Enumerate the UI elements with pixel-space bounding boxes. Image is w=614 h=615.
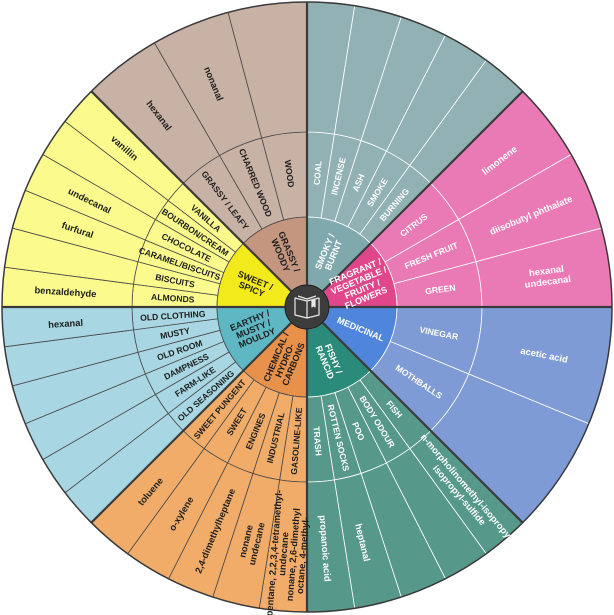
subcategory-label: ALMONDS — [151, 292, 195, 305]
category-divider — [90, 321, 293, 524]
center-hub — [284, 284, 330, 330]
subcategory-label: TRASH — [311, 426, 323, 456]
category-label: FRAGRANT /VEGETABLE /FRUITY /FLOWERS — [326, 256, 396, 314]
subcategory-label: WOOD — [283, 159, 297, 188]
category-divider — [321, 90, 524, 293]
open-book-icon — [294, 295, 320, 319]
subcategory-label: COAL — [312, 160, 324, 185]
subcategory-label: OLD CLOTHING — [140, 309, 206, 323]
subcategory-label: GREEN — [425, 282, 457, 296]
compound-label: benzaldehyde — [34, 284, 97, 299]
category-divider — [321, 321, 524, 524]
category-divider — [90, 90, 293, 293]
compound-label: propanoic acid — [318, 515, 334, 583]
compound-label: hexanal — [48, 316, 84, 329]
